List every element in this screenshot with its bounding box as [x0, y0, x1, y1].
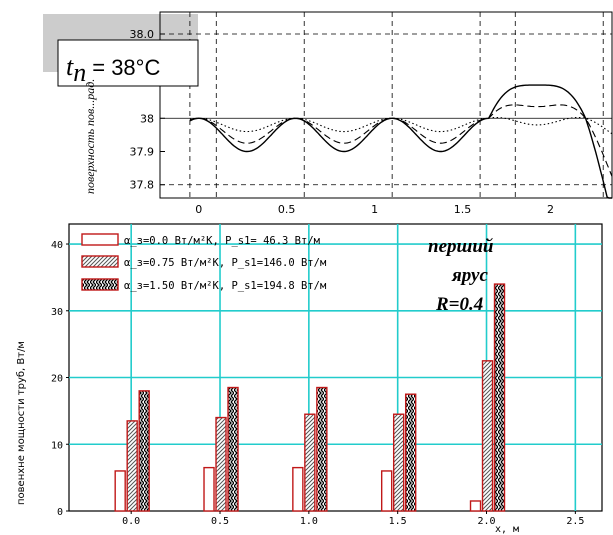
legend-label-3: α_з=1.50 Вт/м²К, P_s1=194.8 Вт/м: [124, 280, 327, 292]
annotation-line-1: перший: [428, 236, 493, 257]
top-x-tick-label: 1.5: [454, 203, 472, 216]
legend-swatch-3: [81, 278, 119, 291]
bar-series-3: [227, 386, 239, 512]
temperature-label-box: [57, 39, 199, 87]
top-y-axis-label: поверхность пов...рад.: [83, 79, 97, 194]
legend: α_з=0.0 Вт/м²К, P_s1= 46.3 Вт/м α_з=0.75 …: [81, 233, 327, 292]
legend-label-1: α_з=0.0 Вт/м²К, P_s1= 46.3 Вт/м: [124, 235, 321, 247]
bottom-y-tick-label: 0: [57, 507, 63, 518]
bottom-x-tick-label: 0.5: [211, 516, 229, 527]
temperature-sub: п: [73, 58, 86, 87]
bottom-plot-frame: [68, 223, 603, 512]
annotation-line-3: R=0.4: [435, 294, 483, 315]
top-x-tick-label: 0: [195, 203, 202, 216]
top-plot-frame: [159, 11, 613, 199]
bar-series-2: [304, 413, 316, 512]
bottom-bar-chart: 0 10 20 30 40 0.0 0.5 1.0 1.5 2.0 2.5 α_з=0.0 Вт/м…: [16, 223, 603, 535]
temperature-label: tп = 38°C: [66, 52, 160, 87]
top-y-tick-label: 38: [140, 112, 154, 125]
top-y-tick-label: 37.8: [130, 179, 155, 192]
bar-series-3: [316, 386, 328, 512]
bottom-x-tick-label: 1.5: [389, 516, 407, 527]
top-series-group: [189, 84, 613, 199]
legend-swatch-1: [81, 233, 119, 246]
top-x-tick-label: 0.5: [278, 203, 296, 216]
bottom-x-tick-label: 1.0: [300, 516, 318, 527]
bar-series-2: [392, 413, 405, 512]
bottom-x-axis-label: x, м: [495, 524, 519, 535]
annotation-line-2: ярус: [451, 265, 488, 286]
bottom-tick-labels: 0 10 20 30 40 0.0 0.5 1.0 1.5 2.0 2.5: [51, 240, 584, 527]
top-line-chart: 38.0 38 37.9 37.8 0 0.5 1 1.5 2 tп = 38°C поверхн…: [43, 11, 613, 216]
bar-series-1: [380, 470, 393, 512]
bar-series-3: [404, 393, 417, 512]
bar-series-1: [203, 466, 215, 512]
bar-series-1: [114, 470, 126, 512]
bottom-x-tick-label: 2.5: [566, 516, 584, 527]
bar-series-2: [481, 360, 494, 512]
bottom-y-tick-label: 10: [51, 440, 63, 451]
legend-swatch-2: [81, 255, 119, 268]
top-x-tick-label: 1: [371, 203, 378, 216]
bottom-y-tick-label: 20: [51, 374, 63, 385]
bar-series-3: [138, 390, 150, 512]
top-series-line-dotted: [189, 116, 613, 135]
bottom-y-tick-label: 30: [51, 307, 63, 318]
bar-series-1: [292, 466, 304, 512]
top-series-line-solid: [189, 84, 612, 199]
top-series-line-dashed: [189, 104, 613, 177]
temperature-var: t: [66, 52, 74, 81]
bottom-x-tick-label: 2.0: [477, 516, 495, 527]
bar-series-3: [493, 283, 506, 512]
legend-label-2: α_з=0.75 Вт/м²К, P_s1=146.0 Вт/м: [124, 257, 327, 269]
annotation: перший ярус R=0.4: [428, 236, 493, 315]
bar-series-2: [215, 416, 227, 512]
top-x-tick-label: 2: [547, 203, 554, 216]
top-y-tick-label: 37.9: [130, 146, 155, 159]
top-gridlines: [160, 12, 612, 198]
bar-series-2: [126, 420, 138, 512]
bottom-y-axis-label: повенхнe мощности труб, Вт/м: [16, 341, 27, 505]
bar-series-1: [469, 500, 482, 512]
temperature-value: = 38°C: [92, 55, 160, 80]
bottom-x-tick-label: 0.0: [122, 516, 140, 527]
bottom-y-tick-label: 40: [51, 240, 63, 251]
top-y-tick-label: 38.0: [130, 28, 155, 41]
top-tick-labels: 38.0 38 37.9 37.8 0 0.5 1 1.5 2: [130, 28, 554, 216]
bottom-bars: [114, 283, 506, 512]
